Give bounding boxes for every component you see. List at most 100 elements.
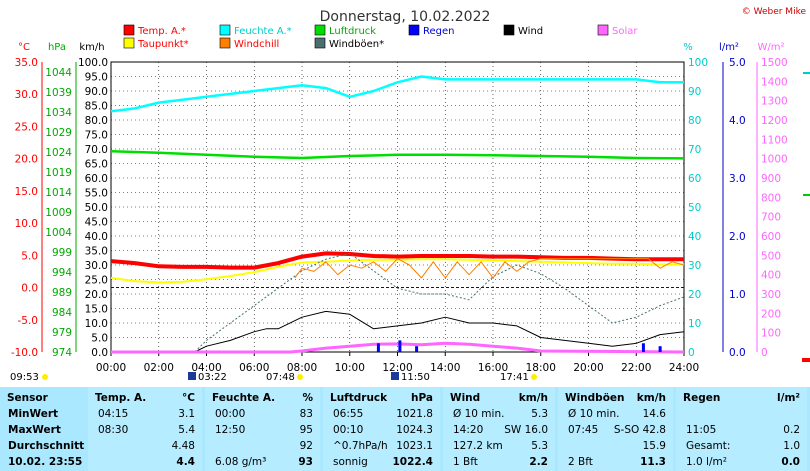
wind-tick-label: 90.0: [85, 86, 108, 98]
table-cell-sub: ^0.7hPa/h: [333, 440, 388, 452]
row-label: MinWert: [8, 408, 59, 420]
humidity-tick-label: 20: [688, 289, 701, 301]
time-marker-label: 17:41: [500, 372, 529, 383]
solar-tick-label: 100: [761, 328, 781, 340]
table-cell-value: 93: [298, 456, 313, 468]
pressure-unit: hPa: [48, 42, 66, 53]
solar-tick-label: 1400: [761, 76, 788, 88]
x-tick-label: 04:00: [191, 362, 221, 374]
table-cell-value: 5.3: [531, 408, 548, 420]
series-line: [111, 252, 685, 353]
legend-label: Wind: [518, 26, 543, 37]
temp-tick-label: -5.0: [18, 315, 39, 327]
rain-bar: [376, 343, 380, 352]
rain-tick-label: 1.0: [729, 289, 746, 301]
table-cell-value: 15.9: [642, 440, 666, 452]
wind-tick-label: 30.0: [85, 260, 108, 272]
table-cell-value: 0.2: [783, 424, 800, 436]
solar-tick-label: 700: [761, 212, 781, 224]
wind-tick-label: 10.0: [85, 318, 108, 330]
table-cell-sub: 07:45: [568, 424, 599, 436]
rain-tick-label: 3.0: [729, 173, 746, 185]
column-unit: l/m²: [777, 392, 800, 404]
x-tick-label: 20:00: [573, 362, 603, 374]
solar-tick-label: 600: [761, 231, 781, 243]
legend-swatch: [503, 24, 515, 36]
rain-unit: l/m²: [719, 42, 739, 53]
temp-tick-label: 20.0: [15, 154, 38, 166]
humidity-tick-label: 40: [688, 231, 701, 243]
legend-swatch: [123, 37, 135, 49]
pressure-tick-label: 1024: [45, 147, 72, 159]
humidity-tick-label: 30: [688, 260, 701, 272]
pressure-tick-label: 994: [52, 267, 72, 279]
wind-tick-label: 25.0: [85, 275, 108, 287]
series-line: [111, 341, 685, 354]
table-cell-sub: 06:55: [333, 408, 364, 420]
solar-tick-label: 0: [761, 347, 768, 359]
table-cell-value: 3.1: [178, 408, 195, 420]
pressure-tick-label: 1039: [45, 87, 72, 99]
table-column: [205, 387, 320, 471]
rain-tick-label: 4.0: [729, 115, 746, 127]
humidity-tick-label: 60: [688, 173, 701, 185]
table-cell-value: 1023.1: [396, 440, 433, 452]
column-unit: %: [302, 392, 313, 404]
legend: Temp. A.* Feuchte A.* Luftdruck Regen Wind So…: [123, 24, 638, 50]
solar-tick-label: 1200: [761, 115, 788, 127]
table-cell-sub: 04:15: [98, 408, 129, 420]
table-cell-value: 1021.8: [396, 408, 433, 420]
table-cell-sub: Ø 10 min.: [453, 408, 505, 420]
humidity-tick-label: 0: [688, 347, 695, 359]
humidity-unit: %: [683, 42, 693, 53]
humidity-tick-label: 100: [688, 57, 708, 69]
series-line: [110, 251, 684, 270]
temp-tick-label: 10.0: [15, 218, 38, 230]
table-cell-value: 95: [299, 424, 313, 436]
table-cell-value: 92: [299, 440, 313, 452]
table-cell-sub: 14:20: [453, 424, 484, 436]
legend-swatch: [314, 37, 326, 49]
wind-tick-label: 80.0: [85, 115, 108, 127]
table-cell-value: 4.48: [171, 440, 195, 452]
solar-tick-label: 300: [761, 289, 781, 301]
solar-tick-label: 900: [761, 173, 781, 185]
table-cell-sub: 6.08 g/m³: [215, 456, 267, 468]
wind-tick-label: 40.0: [85, 231, 108, 243]
rain-bar: [641, 343, 645, 352]
table-cell-sub: 00:10: [333, 424, 364, 436]
x-tick-label: 06:00: [239, 362, 269, 374]
moon-icon: [391, 372, 399, 380]
wind-unit: km/h: [79, 42, 104, 53]
pressure-tick-label: 1004: [45, 227, 72, 239]
table-cell-sub: sonnig: [333, 456, 368, 468]
legend-swatch: [314, 24, 326, 36]
legend-swatch: [123, 24, 135, 36]
legend-label: Taupunkt*: [137, 39, 189, 50]
series-line: [294, 258, 685, 279]
legend-swatch: [219, 24, 231, 36]
humidity-tick-label: 10: [688, 318, 701, 330]
table-cell-value: 1.0: [783, 440, 800, 452]
stats-table: Sensor Temp. A. °C Feuchte A.% Luftdruck hPa W…: [0, 387, 810, 471]
pressure-tick-label: 1009: [45, 207, 72, 219]
table-cell-sub: 1 Bft: [453, 456, 478, 468]
table-column: [443, 387, 555, 471]
table-cell-value: 4.4: [176, 456, 195, 468]
temp-tick-label: 0.0: [21, 283, 38, 295]
table-column: [558, 387, 673, 471]
series-layer: [110, 75, 685, 354]
legend-label: Luftdruck: [329, 26, 376, 37]
time-markers: 09:53 03:22 07:48 11:50 17:41: [10, 372, 537, 383]
sun-icon: [42, 374, 48, 380]
solar-tick-label: 200: [761, 308, 781, 320]
series-line: [111, 310, 685, 353]
pressure-tick-label: 974: [52, 347, 72, 359]
wind-tick-label: 70.0: [85, 144, 108, 156]
x-tick-label: 10:00: [335, 362, 365, 374]
time-marker-label: 11:50: [401, 372, 430, 383]
axis-ticks: 35.0 30.0 25.0 20.0 15.0 10.0 5.0 0.0 -5.0 -10.0 1…: [11, 57, 788, 374]
wind-tick-label: 35.0: [85, 246, 108, 258]
column-unit: °C: [182, 392, 195, 404]
wind-tick-label: 20.0: [85, 289, 108, 301]
